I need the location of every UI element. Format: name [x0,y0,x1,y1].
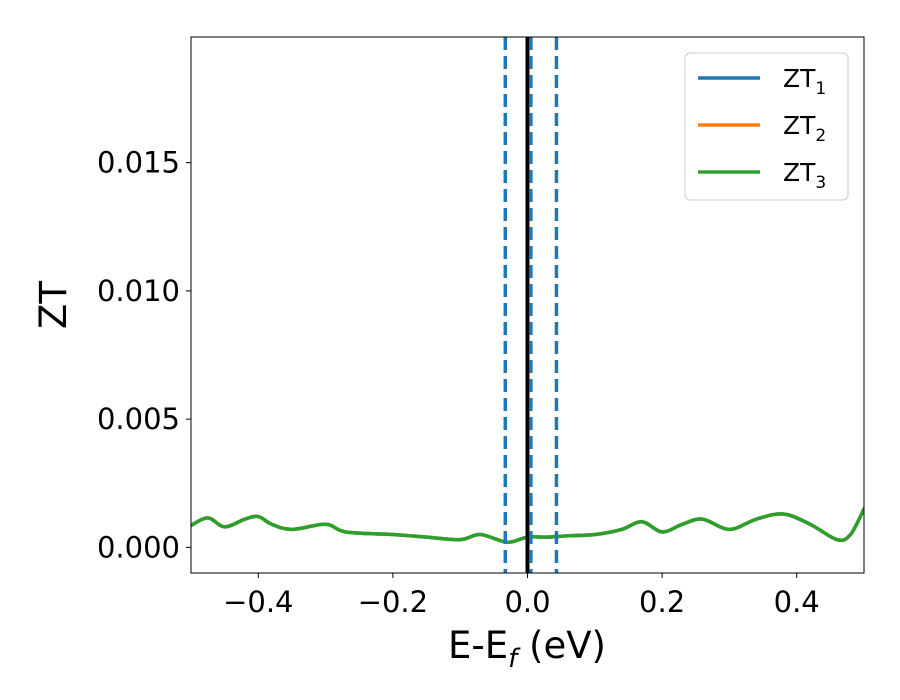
legend-label-zt1: ZT1 [783,64,826,99]
x-tick-label: 0.0 [504,585,550,619]
legend: ZT1 ZT2 ZT3 [684,52,849,201]
legend-frame [684,52,849,201]
x-tick-label: −0.2 [358,585,428,619]
y-tick-label: 0.010 [97,274,180,308]
y-axis-label: ZT [32,281,75,329]
y-tick-label: 0.015 [97,146,180,180]
x-axis-ticks: −0.4 −0.2 0.0 0.2 0.4 [223,573,820,619]
series-line-zt3 [191,507,864,544]
x-tick-label: 0.2 [639,585,685,619]
x-tick-label: −0.4 [223,585,293,619]
y-tick-label: 0.000 [97,530,180,564]
x-axis-label: E-Ef (eV) [448,624,606,674]
x-tick-label: 0.4 [774,585,820,619]
vline-layer [503,37,559,573]
y-axis-ticks: 0.000 0.005 0.010 0.015 [97,146,191,564]
series-layer [191,507,864,544]
legend-label-zt2: ZT2 [783,111,826,146]
x-axis-label-unit: (eV) [517,624,606,667]
legend-label-zt3: ZT3 [783,158,826,193]
y-tick-label: 0.005 [97,402,180,436]
x-axis-label-main: E-E [448,624,508,667]
